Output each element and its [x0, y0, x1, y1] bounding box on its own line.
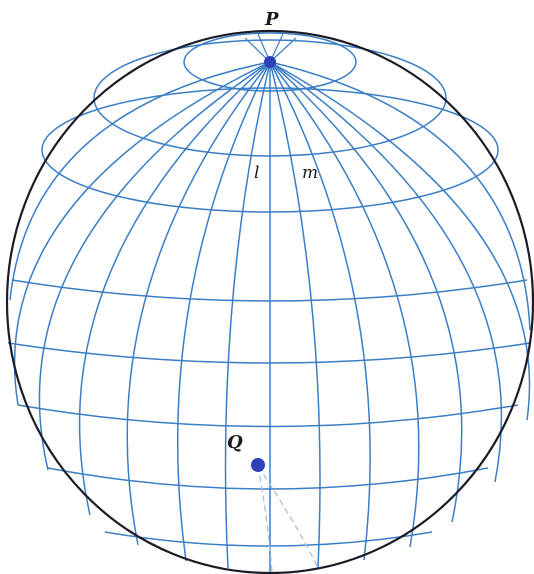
- label-p: P: [264, 9, 279, 30]
- latitude-circles: [7, 32, 531, 547]
- label-l: l: [254, 163, 259, 183]
- meridian-l6: [13, 61, 271, 406]
- meridian-r7: [269, 61, 531, 331]
- meridian-r4: [269, 61, 463, 523]
- north-pole-point: [264, 56, 276, 68]
- meridian-l3: [126, 61, 271, 546]
- meridian-r6: [269, 61, 531, 421]
- meridian-r1: [269, 61, 321, 569]
- meridian-l1: [224, 61, 271, 569]
- meridian-l5: [38, 61, 271, 471]
- point-q-marker: [251, 458, 265, 472]
- meridian-r2: [269, 61, 371, 561]
- label-m: m: [302, 163, 318, 183]
- meridian-l2: [176, 61, 271, 562]
- meridian-r5: [269, 61, 503, 483]
- meridian-r3: [269, 61, 420, 548]
- meridian-l7: [9, 61, 271, 301]
- label-q: Q: [227, 432, 243, 453]
- meridian-lines: [9, 61, 531, 572]
- dashed-arc: [257, 465, 319, 573]
- sphere-outline: [5, 29, 534, 574]
- latitude-arc-6: [17, 404, 519, 428]
- latitude-arc-7: [47, 467, 489, 490]
- meridian-l4: [78, 61, 271, 516]
